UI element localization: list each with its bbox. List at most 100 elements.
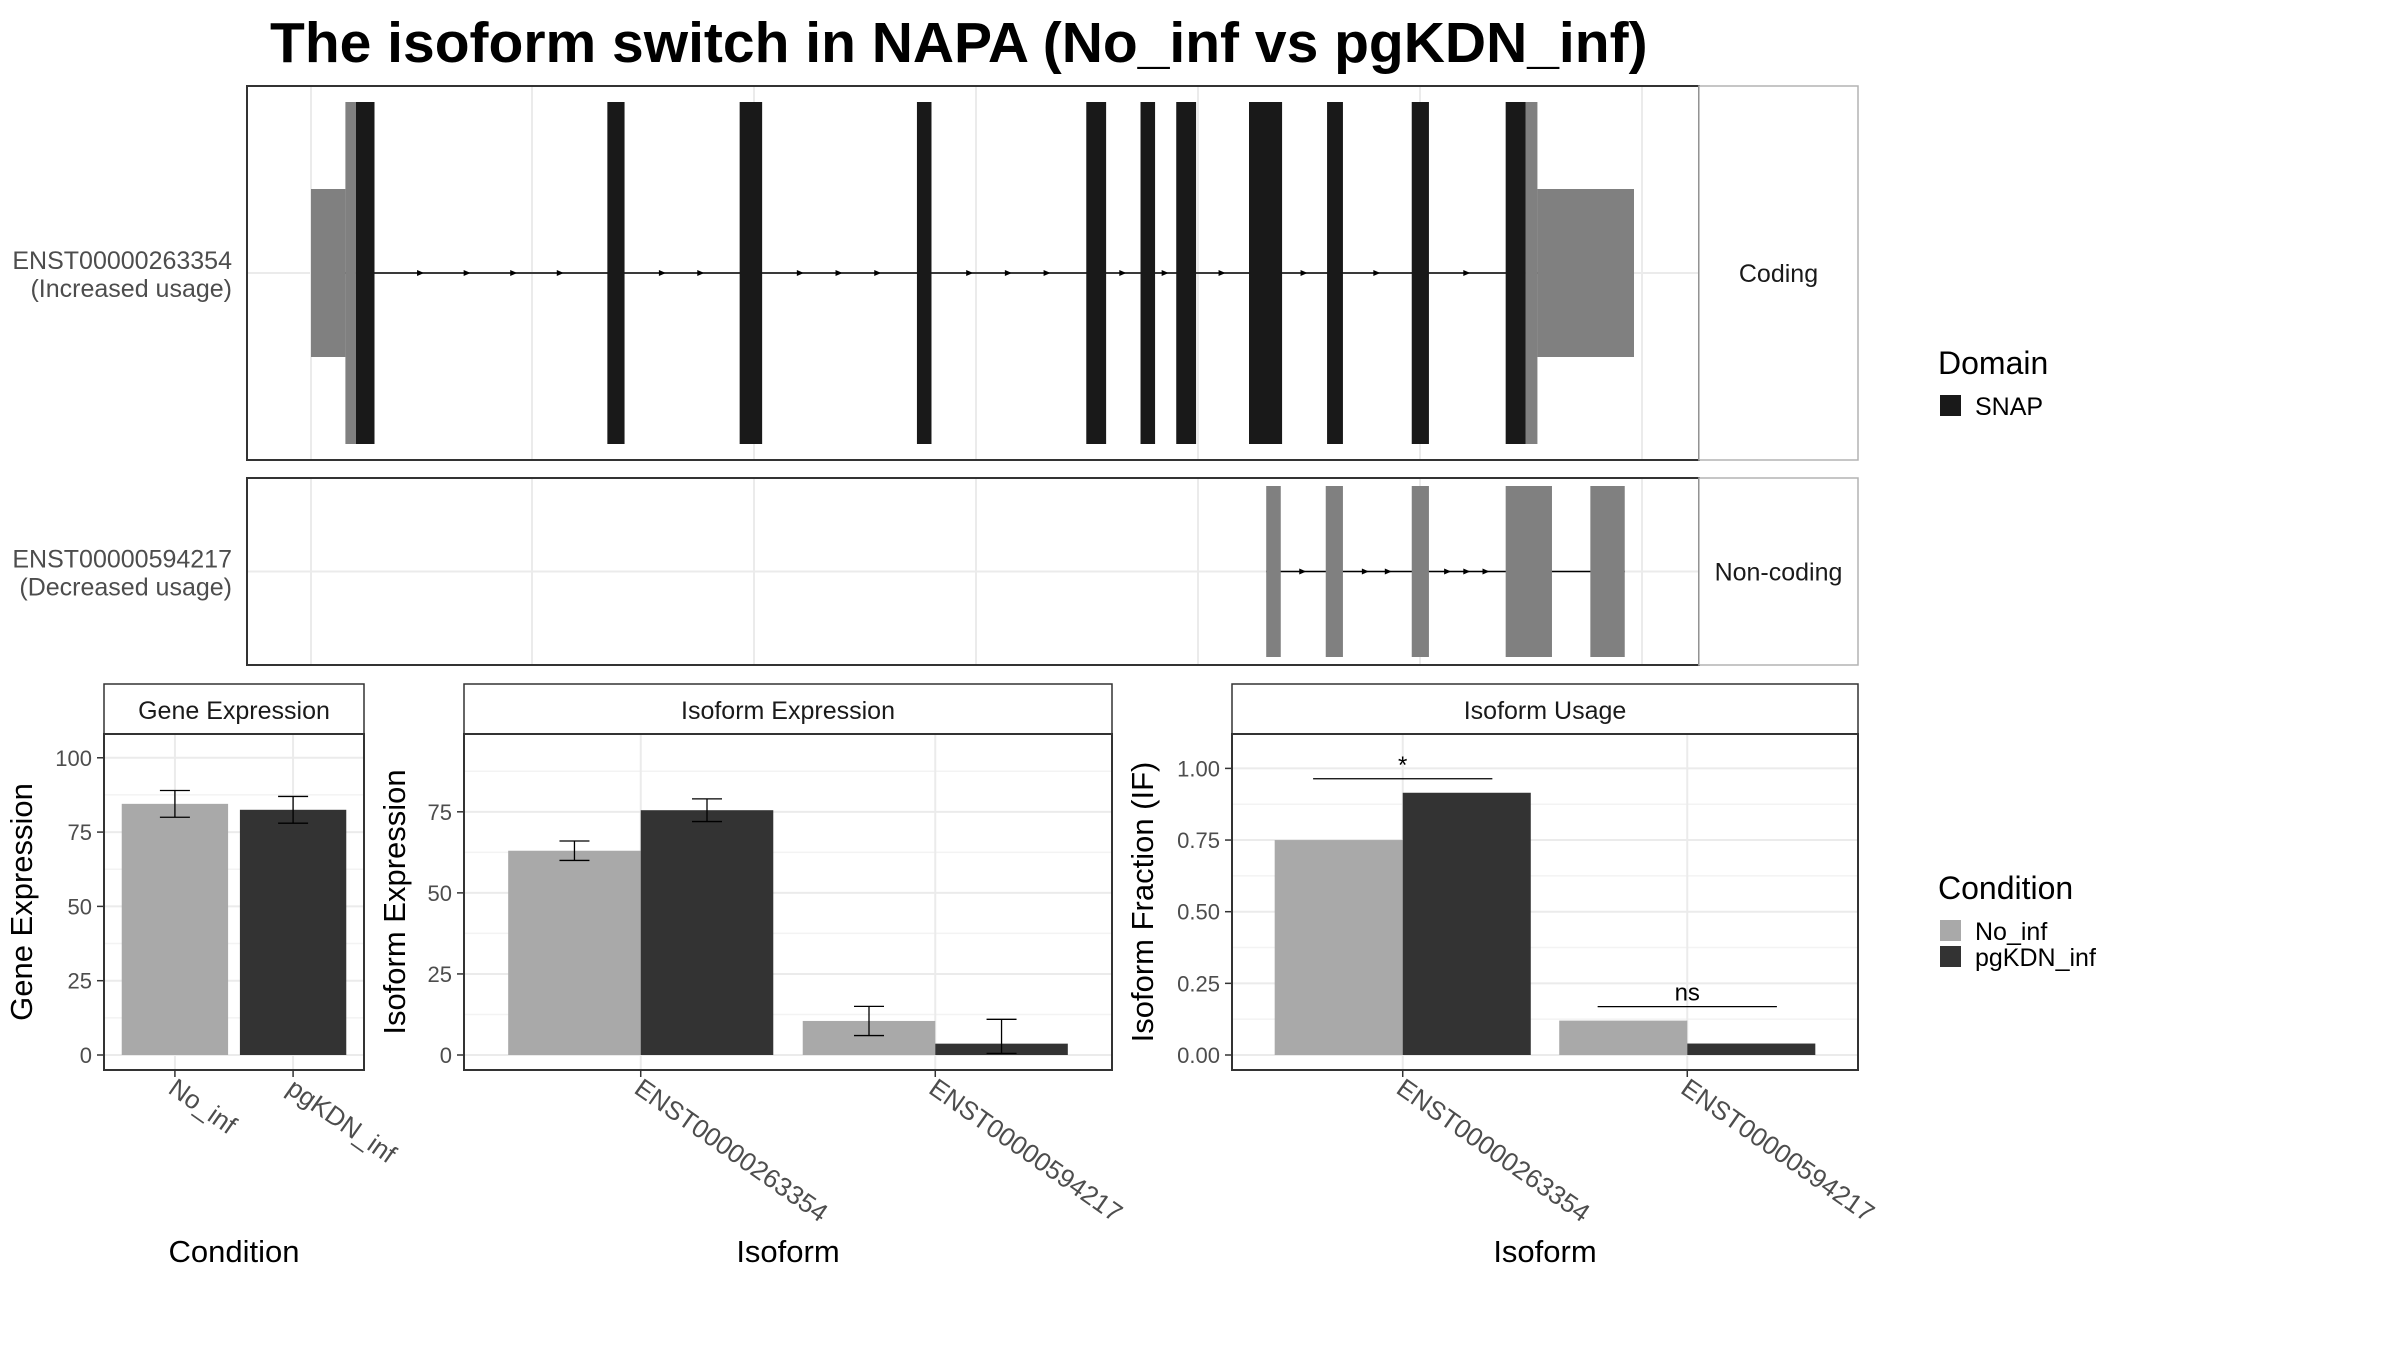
intron-direction-arrow — [1299, 568, 1307, 575]
bar-pgkdn-inf — [640, 810, 774, 1055]
panel-strip-title: Gene Expression — [138, 697, 330, 725]
intron-direction-arrow — [1043, 270, 1051, 276]
domain-legend: Domain SNAP — [1938, 345, 2048, 421]
y-tick-label: 0.25 — [1177, 971, 1220, 996]
x-tick-label: ENST00000594217 — [924, 1072, 1128, 1228]
noncoding-exon — [1590, 486, 1625, 657]
intron-direction-arrow — [874, 270, 882, 276]
snap-domain-exon — [1505, 102, 1526, 444]
panel-strip-title: Isoform Expression — [681, 697, 895, 725]
error-bar — [986, 1018, 1017, 1055]
expression-bar-panels: Gene Expression 0 25 50 75 100 No_inf pgKDN_inf… — [4, 683, 1880, 1269]
strip-background — [1698, 85, 1859, 461]
intron-direction-arrow — [697, 270, 705, 276]
y-tick-label: 0.75 — [1177, 828, 1220, 853]
plot-border — [1231, 733, 1859, 1071]
x-axis-title: Isoform — [736, 1234, 839, 1269]
snap-domain-exon — [916, 102, 932, 444]
snap-domain-exon — [607, 102, 625, 444]
y-tick-label: 0.00 — [1177, 1043, 1220, 1068]
plot-border — [463, 733, 1113, 1071]
transcript-structure-panels: Coding ENST00000263354(Increased usage) No… — [12, 85, 1859, 666]
panel-strip — [1231, 683, 1859, 735]
y-tick-label: 50 — [68, 894, 92, 919]
x-tick-label: ENST00000263354 — [629, 1072, 833, 1228]
intron-direction-arrow — [1361, 568, 1369, 575]
transcript-id-label: ENST00000594217 — [12, 546, 232, 574]
bar-panel-1: Gene Expression 0 25 50 75 100 No_inf pgKDN_inf… — [4, 683, 402, 1269]
x-tick-label: No_inf — [163, 1072, 242, 1140]
intron-direction-arrow — [966, 270, 974, 276]
utr-exon — [345, 102, 356, 444]
snap-legend-swatch — [1940, 395, 1961, 416]
intron-direction-arrow — [1300, 270, 1308, 276]
utr-exon — [1525, 102, 1538, 444]
snap-domain-exon — [1249, 102, 1283, 444]
utr-exon — [311, 189, 346, 357]
transcript-type-label: Coding — [1739, 260, 1818, 288]
transcript-usage-label: (Increased usage) — [30, 275, 232, 303]
panel-strip — [463, 683, 1113, 735]
intron-direction-arrow — [1161, 270, 1169, 276]
bar-no-inf — [121, 803, 229, 1055]
error-bar — [159, 789, 190, 818]
y-axis-title: Gene Expression — [4, 783, 39, 1021]
error-bar — [854, 1005, 884, 1037]
intron-direction-arrow — [463, 270, 471, 276]
significance-label: ns — [1675, 980, 1700, 1007]
snap-domain-exon — [355, 102, 375, 444]
condition-legend-title: Condition — [1938, 870, 2073, 906]
y-tick-label: 0.50 — [1177, 900, 1220, 925]
domain-legend-label: SNAP — [1975, 393, 2043, 421]
intron-direction-arrow — [1444, 568, 1452, 575]
x-axis-title: Isoform — [1493, 1234, 1596, 1269]
error-bar — [559, 840, 590, 862]
snap-domain-exon — [1176, 102, 1197, 444]
condition-legend-swatch — [1940, 920, 1961, 941]
intron-direction-arrow — [835, 270, 843, 276]
y-tick-label: 75 — [68, 820, 92, 845]
intron-direction-arrow — [1004, 270, 1012, 276]
intron-direction-arrow — [658, 270, 666, 276]
y-tick-label: 100 — [55, 746, 92, 771]
y-tick-label: 0 — [80, 1043, 92, 1068]
transcript-usage-label: (Decreased usage) — [19, 574, 232, 602]
y-axis-title: Isoform Fraction (IF) — [1125, 762, 1160, 1043]
utr-exon — [1537, 189, 1634, 357]
transcript-type-label: Non-coding — [1715, 559, 1843, 587]
bar-pgkdn-inf — [1402, 792, 1531, 1055]
bar-no-inf — [1274, 840, 1403, 1055]
noncoding-exon — [1266, 486, 1281, 657]
y-axis-title: Isoform Expression — [377, 769, 412, 1034]
significance-label: * — [1398, 752, 1407, 779]
x-axis-title: Condition — [169, 1234, 300, 1269]
snap-domain-exon — [739, 102, 763, 444]
snap-domain-exon — [1140, 102, 1156, 444]
intron-direction-arrow — [417, 270, 425, 276]
x-tick-label: ENST00000594217 — [1676, 1072, 1880, 1228]
condition-legend-label: pgKDN_inf — [1975, 944, 2096, 972]
transcript-id-label: ENST00000263354 — [12, 247, 232, 275]
noncoding-exon — [1411, 486, 1429, 657]
y-tick-label: 75 — [428, 800, 452, 825]
figure-title: The isoform switch in NAPA (No_inf vs pg… — [270, 11, 1648, 75]
condition-legend-swatch — [1940, 946, 1961, 967]
snap-domain-exon — [1327, 102, 1343, 444]
intron-direction-arrow — [796, 270, 804, 276]
panel-strip — [103, 683, 365, 735]
noncoding-exon — [1325, 486, 1343, 657]
snap-domain-exon — [1411, 102, 1429, 444]
intron-direction-arrow — [1463, 270, 1471, 276]
intron-direction-arrow — [1384, 568, 1392, 575]
plot-border — [103, 733, 365, 1071]
transcript-panel-2: Non-coding ENST00000594217(Decreased usag… — [12, 477, 1859, 666]
bar-pgkdn-inf — [1687, 1043, 1816, 1055]
transcript-panel-1: Coding ENST00000263354(Increased usage) — [12, 85, 1859, 461]
panel-strip-title: Isoform Usage — [1464, 697, 1627, 725]
bar-pgkdn-inf — [239, 809, 347, 1055]
domain-legend-title: Domain — [1938, 345, 2048, 381]
intron-direction-arrow — [1119, 270, 1127, 276]
